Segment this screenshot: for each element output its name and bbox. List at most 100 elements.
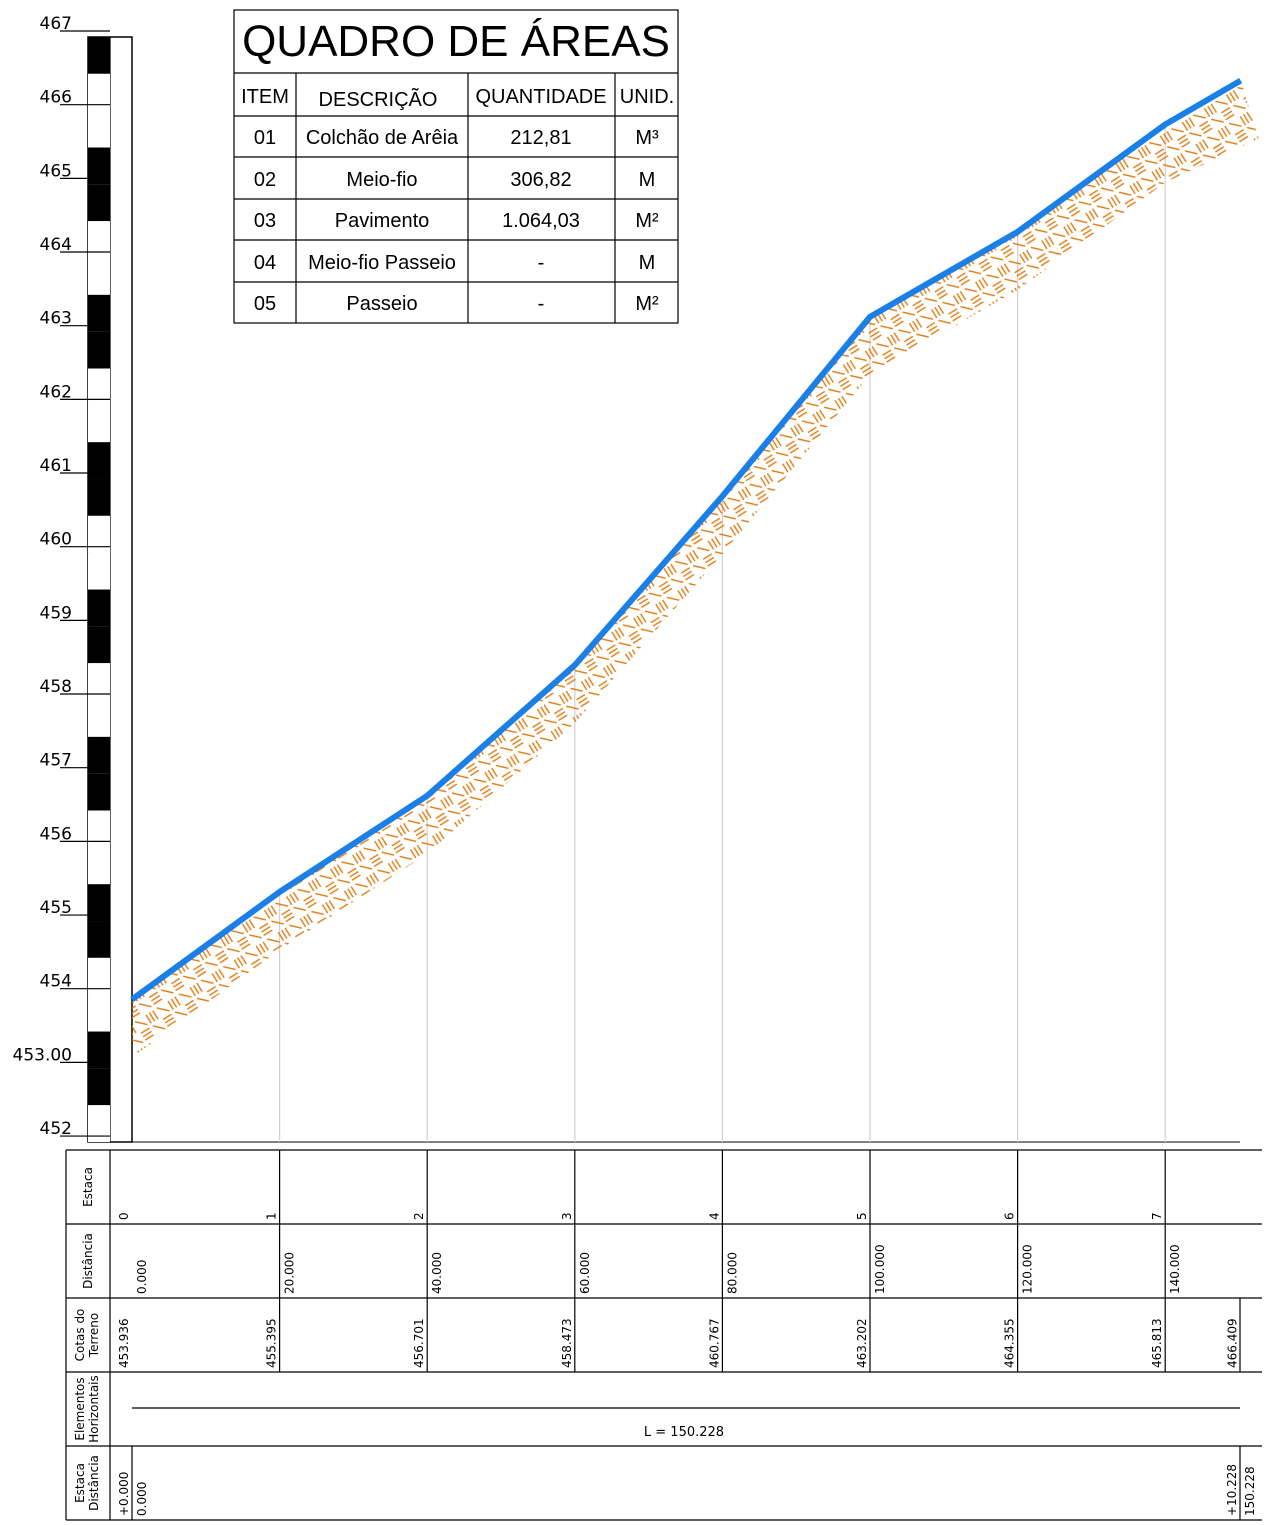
row-unid: M² bbox=[635, 210, 659, 232]
scale-block bbox=[88, 221, 110, 259]
quadro-de-areas-table: QUADRO DE ÁREAS ITEM DESCRIÇÃO QUANTIDAD… bbox=[233, 9, 679, 324]
scale-block bbox=[88, 626, 110, 664]
quadro-title: QUADRO DE ÁREAS bbox=[242, 17, 670, 66]
elevation-scale: 467 466 465 464 463 462 461 460 459 458 457 456 455 4… bbox=[13, 14, 133, 1143]
scale-label: 456 bbox=[40, 824, 72, 844]
estaca-value: 2 bbox=[412, 1212, 426, 1220]
row-descricao: Meio-fio Passeio bbox=[308, 252, 456, 274]
band-label-distancia: Distância bbox=[81, 1233, 95, 1289]
scale-block bbox=[88, 957, 110, 995]
scale-block bbox=[88, 147, 110, 185]
row-item: 02 bbox=[254, 169, 276, 191]
scale-block bbox=[88, 368, 110, 406]
cota-value: 464.355 bbox=[1003, 1318, 1017, 1368]
row-descricao: Passeio bbox=[346, 293, 417, 315]
band-label-elementos-2: Horizontais bbox=[87, 1375, 101, 1443]
distancia-value: 40.000 bbox=[430, 1252, 444, 1294]
row-unid: M bbox=[639, 252, 656, 274]
row-quantidade: - bbox=[538, 252, 545, 274]
scale-block bbox=[88, 810, 110, 848]
scale-block bbox=[88, 921, 110, 958]
scale-label: 463 bbox=[40, 309, 72, 329]
band-label-ed-1: Estaca bbox=[73, 1463, 87, 1503]
scale-ticks: 467 466 465 464 463 462 461 460 459 458 457 456 455 4… bbox=[13, 14, 110, 1139]
start-estaca-label: +0.000 bbox=[117, 1472, 131, 1516]
scale-block bbox=[88, 110, 110, 148]
scale-label: 461 bbox=[40, 456, 72, 476]
scale-block bbox=[88, 37, 110, 74]
scale-block bbox=[88, 515, 110, 553]
header-item: ITEM bbox=[241, 86, 289, 108]
table-row: 05 Passeio - M² bbox=[254, 293, 659, 315]
cota-value: 465.813 bbox=[1150, 1318, 1164, 1368]
scale-label: 458 bbox=[40, 677, 72, 697]
scale-block bbox=[88, 663, 110, 701]
row-unid: M³ bbox=[635, 127, 659, 149]
estaca-value: 6 bbox=[1003, 1212, 1017, 1220]
distancia-value: 20.000 bbox=[283, 1252, 297, 1294]
scale-label: 462 bbox=[40, 382, 72, 402]
row-descricao: Pavimento bbox=[335, 210, 430, 232]
scale-block bbox=[88, 73, 110, 111]
distancia-value: 100.000 bbox=[873, 1244, 887, 1294]
band-label-ed-2: Distância bbox=[87, 1455, 101, 1511]
scale-block bbox=[88, 884, 110, 922]
terrain-profile bbox=[130, 77, 1259, 1143]
cota-value: 453.936 bbox=[117, 1318, 131, 1368]
scale-block bbox=[88, 442, 110, 480]
cota-value: 455.395 bbox=[265, 1318, 279, 1368]
distancia-value: 120.000 bbox=[1021, 1244, 1035, 1294]
band-label-cotas-2: Terreno bbox=[87, 1313, 101, 1358]
end-dist-label: 150.228 bbox=[1243, 1466, 1257, 1516]
band-label-cotas-1: Cotas do bbox=[73, 1309, 87, 1362]
scale-block bbox=[88, 994, 110, 1032]
scale-block bbox=[88, 736, 110, 774]
row-unid: M² bbox=[635, 293, 659, 315]
scale-label: 460 bbox=[40, 530, 72, 550]
scale-block bbox=[88, 479, 110, 516]
scale-block bbox=[88, 552, 110, 590]
header-unid: UNID. bbox=[620, 86, 674, 108]
scale-label: 452 bbox=[40, 1119, 72, 1139]
elementos-length-label: L = 150.228 bbox=[644, 1425, 724, 1440]
distancia-value: 0.000 bbox=[135, 1260, 149, 1294]
row-descricao: Meio-fio bbox=[346, 169, 417, 191]
scale-label: 453.00 bbox=[13, 1045, 72, 1065]
distancia-value: 140.000 bbox=[1168, 1244, 1182, 1294]
scale-block bbox=[88, 258, 110, 295]
band-label-estaca: Estaca bbox=[81, 1167, 95, 1207]
scale-block bbox=[88, 1031, 110, 1069]
scale-block bbox=[88, 331, 110, 369]
scale-blocks bbox=[88, 37, 110, 1143]
start-dist-label: 0.000 bbox=[135, 1482, 149, 1516]
row-item: 04 bbox=[254, 252, 276, 274]
scale-label: 464 bbox=[40, 235, 72, 255]
scale-block bbox=[88, 847, 110, 885]
scale-label: 467 bbox=[40, 14, 72, 34]
scale-block bbox=[88, 405, 110, 443]
estaca-value: 4 bbox=[707, 1212, 721, 1220]
cota-value: 456.701 bbox=[412, 1318, 426, 1368]
table-row: 02 Meio-fio 306,82 M bbox=[254, 169, 655, 191]
terrain-line bbox=[130, 77, 1243, 1002]
estaca-value: 7 bbox=[1150, 1212, 1164, 1220]
scale-block bbox=[88, 773, 110, 811]
distancia-value: 60.000 bbox=[578, 1252, 592, 1294]
table-row: 04 Meio-fio Passeio - M bbox=[254, 252, 655, 274]
row-quantidade: 212,81 bbox=[510, 127, 571, 149]
scale-label: 455 bbox=[40, 898, 72, 918]
header-descricao: DESCRIÇÃO bbox=[319, 87, 438, 111]
header-quantidade: QUANTIDADE bbox=[475, 86, 606, 108]
cota-value: 460.767 bbox=[707, 1318, 721, 1368]
row-quantidade: - bbox=[538, 293, 545, 315]
table-row: 01 Colchão de Arêia 212,81 M³ bbox=[254, 127, 659, 149]
row-descricao: Colchão de Arêia bbox=[306, 127, 459, 149]
cota-value: 458.473 bbox=[560, 1318, 574, 1368]
scale-block bbox=[88, 1105, 110, 1143]
scale-label: 454 bbox=[40, 972, 72, 992]
cota-value: 466.409 bbox=[1226, 1318, 1240, 1368]
row-item: 05 bbox=[254, 293, 276, 315]
band-label-elementos-1: Elementos bbox=[73, 1377, 87, 1440]
estaca-value: 0 bbox=[117, 1212, 131, 1220]
